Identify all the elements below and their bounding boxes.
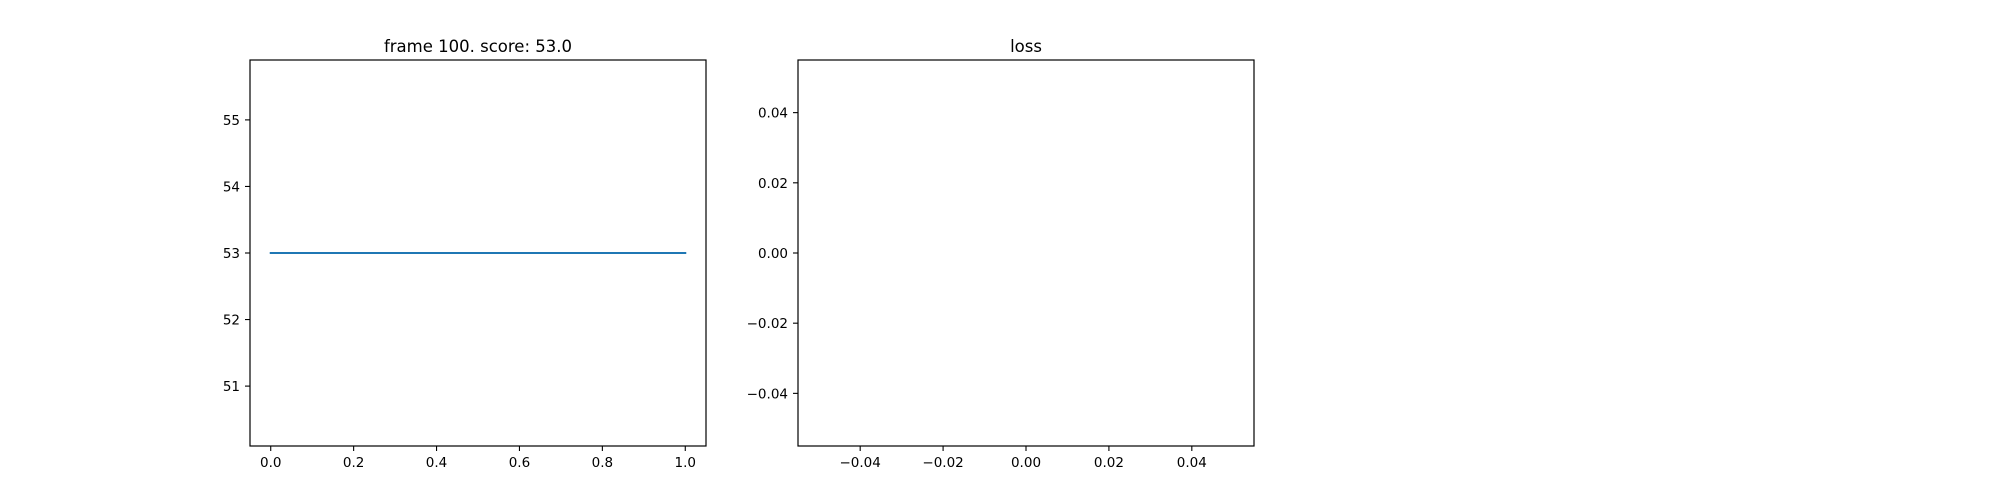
score-x-tick-label: 0.2	[343, 455, 364, 471]
loss-y-tick-label: 0.04	[758, 106, 788, 122]
loss-axes: loss −0.04 −0.02 0.00 0.02 0.04 −0.04 −0.02 0.…	[747, 37, 1255, 471]
loss-x-tick-label: 0.00	[1011, 455, 1041, 471]
loss-chart-title: loss	[1010, 37, 1042, 56]
loss-x-tick-label: 0.02	[1094, 455, 1124, 471]
score-x-tick-label: 0.8	[592, 455, 613, 471]
loss-y-tick-label: 0.02	[758, 176, 788, 192]
score-x-tick-label: 0.6	[509, 455, 530, 471]
score-x-tick-label: 1.0	[675, 455, 696, 471]
loss-y-tick-label: 0.00	[758, 246, 788, 262]
score-y-tick-label: 54	[223, 179, 240, 195]
score-y-tick-label: 55	[223, 113, 240, 129]
loss-axes-frame	[797, 59, 1255, 447]
score-y-axis: 51 52 53 54 55	[223, 113, 250, 395]
score-chart-title: frame 100. score: 53.0	[384, 37, 572, 56]
loss-x-tick-label: −0.02	[922, 455, 963, 471]
loss-y-axis: −0.04 −0.02 0.00 0.02 0.04	[747, 106, 798, 402]
score-axes: frame 100. score: 53.0 0.0 0.2 0.4 0.6 0.8 1.…	[223, 37, 707, 471]
score-y-tick-label: 52	[223, 313, 240, 329]
score-y-tick-label: 51	[223, 379, 240, 395]
loss-x-tick-label: 0.04	[1177, 455, 1207, 471]
loss-x-axis: −0.04 −0.02 0.00 0.02 0.04	[839, 446, 1207, 471]
loss-y-tick-label: −0.04	[747, 386, 788, 402]
score-x-tick-label: 0.4	[426, 455, 447, 471]
loss-y-tick-label: −0.02	[747, 316, 788, 332]
score-x-tick-label: 0.0	[260, 455, 281, 471]
loss-x-tick-label: −0.04	[839, 455, 880, 471]
score-x-axis: 0.0 0.2 0.4 0.6 0.8 1.0	[260, 446, 696, 471]
score-y-tick-label: 53	[223, 246, 240, 262]
